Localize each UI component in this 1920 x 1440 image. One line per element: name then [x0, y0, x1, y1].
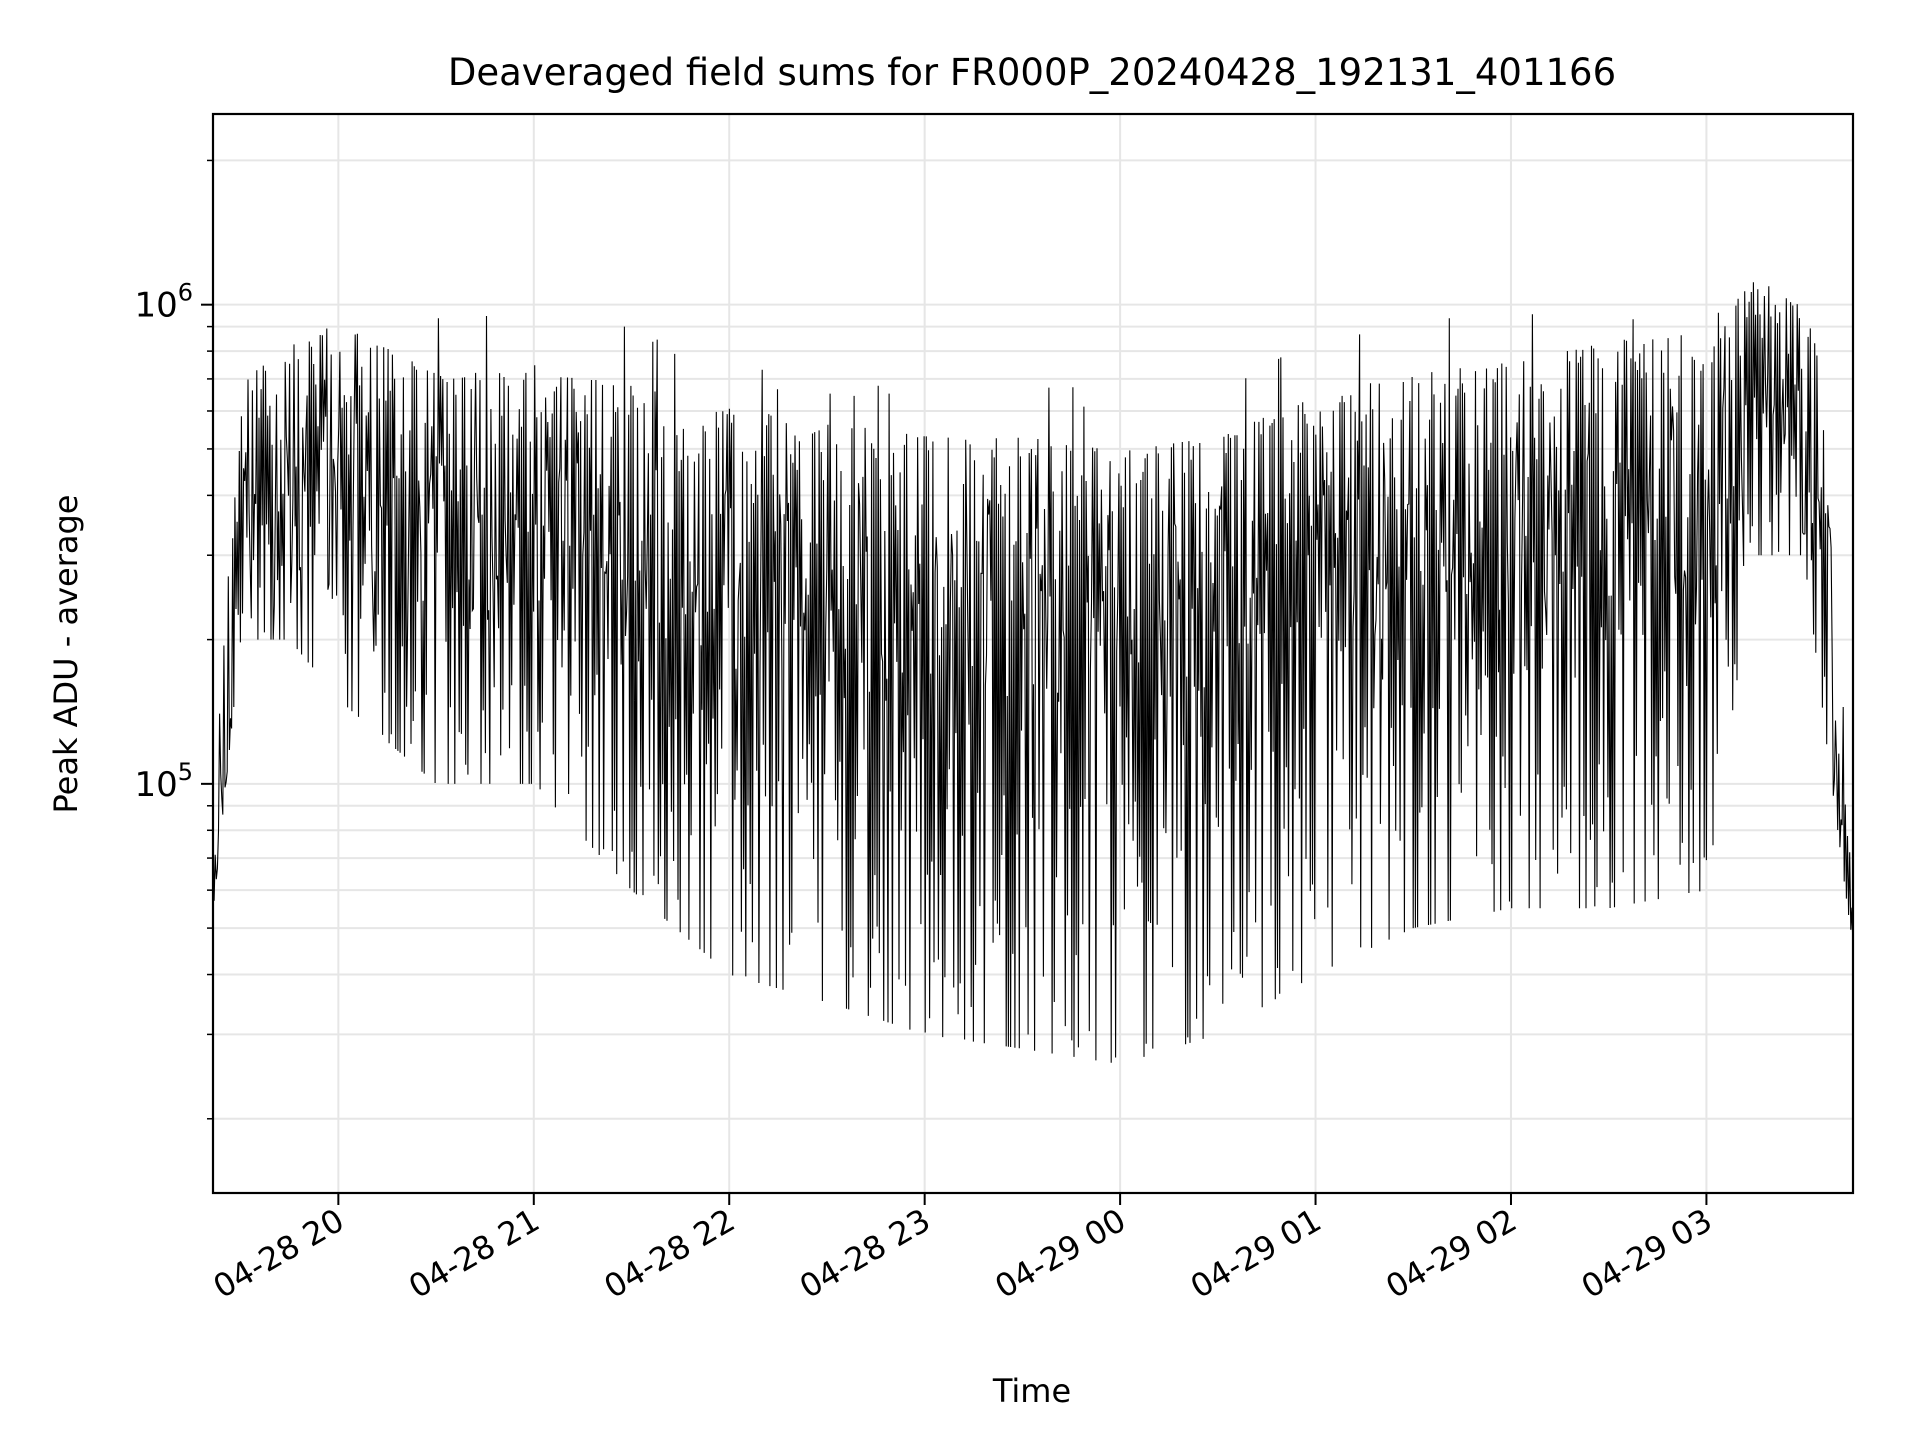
- x-axis-label: Time: [992, 1372, 1071, 1410]
- series-line: [212, 282, 1854, 1063]
- series-layer: [212, 282, 1854, 1063]
- y-tick-label: 105: [134, 758, 193, 805]
- plot-frame: [211, 112, 1855, 1195]
- y-tick-label: 106: [134, 279, 193, 326]
- y-axis: 105 106: [134, 159, 213, 1120]
- chart-title: Deaveraged field sums for FR000P_2024042…: [448, 51, 1616, 94]
- y-axis-label: Peak ADU - average: [47, 495, 85, 814]
